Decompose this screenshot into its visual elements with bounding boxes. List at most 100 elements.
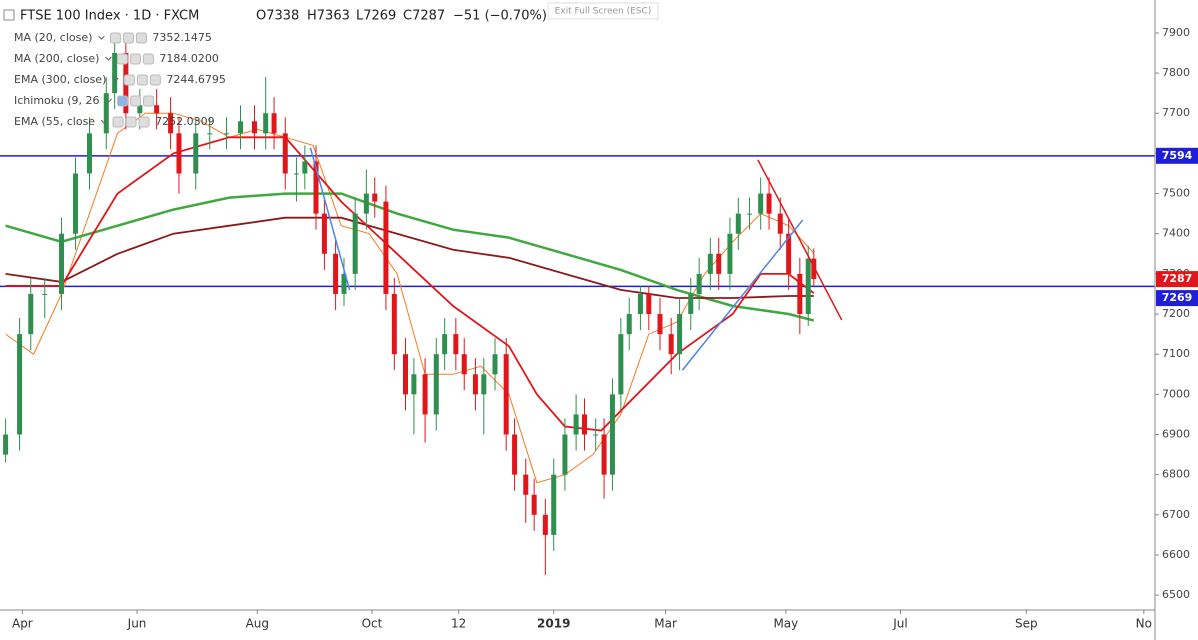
change: −51 (−0.70%) — [453, 9, 547, 24]
legend-icon[interactable] — [116, 53, 128, 65]
candle-body — [626, 314, 632, 335]
candle-body — [302, 161, 308, 174]
legend-icon[interactable] — [136, 74, 148, 86]
x-tick-label: May — [773, 617, 798, 631]
candle-body — [601, 434, 607, 475]
legend-name: MA (20, close) — [14, 31, 92, 44]
legend-icon[interactable] — [129, 53, 141, 65]
x-tick-label: Sep — [1015, 617, 1038, 631]
trend-line — [309, 147, 351, 291]
candle-body — [581, 414, 587, 435]
ohlc-low: L7269 — [356, 9, 396, 24]
candle-body — [207, 133, 213, 135]
candle-body — [137, 105, 143, 114]
candle-body — [391, 293, 397, 355]
legend-icon[interactable] — [142, 53, 154, 65]
trend-line — [681, 219, 804, 371]
candle-body — [28, 293, 34, 335]
y-tick-label: 7200 — [1162, 307, 1190, 320]
price-box — [1156, 147, 1198, 164]
candle-body — [363, 193, 369, 214]
candle-body — [42, 293, 48, 295]
candle-body — [383, 201, 389, 294]
ohlc-high: H7363 — [307, 9, 350, 24]
candle-body — [512, 434, 518, 475]
y-tick-label: 7000 — [1162, 387, 1190, 400]
legend-value: 7352.1475 — [152, 31, 212, 44]
legend-icon[interactable] — [149, 74, 161, 86]
y-tick-label: 6900 — [1162, 428, 1190, 441]
candle-body — [551, 474, 557, 535]
candle-body — [433, 354, 439, 415]
candle-body — [112, 53, 118, 94]
candle-body — [805, 258, 811, 315]
legend-icon[interactable] — [109, 32, 121, 44]
candle-body — [176, 133, 182, 174]
y-tick-label: 7400 — [1162, 227, 1190, 240]
candle-body — [193, 133, 199, 174]
y-tick-label: 7800 — [1162, 66, 1190, 79]
y-tick-label: 6600 — [1162, 548, 1190, 561]
legend-icon[interactable] — [143, 95, 155, 107]
candle-body — [758, 193, 764, 214]
candle-body — [562, 434, 568, 475]
candle-body — [593, 434, 599, 436]
exit-button[interactable] — [547, 2, 659, 20]
candle-body — [251, 121, 257, 134]
legend-name: Ichimoku (9, 26 — [14, 94, 100, 107]
candle-body — [531, 494, 537, 515]
candle-body — [313, 161, 319, 214]
legend-icon[interactable] — [135, 32, 147, 44]
exit-label[interactable]: Exit Full Screen (ESC) — [555, 7, 652, 17]
candle-body — [341, 273, 347, 294]
legend-caret — [112, 77, 119, 82]
symbol: FTSE 100 Index · 1D · FXCM — [20, 9, 199, 24]
legend-icon[interactable] — [122, 32, 134, 44]
legend-icon[interactable] — [123, 74, 135, 86]
candle-body — [746, 213, 752, 215]
candle-body — [271, 113, 277, 134]
candle-body — [168, 113, 174, 134]
legend-caret — [100, 119, 108, 124]
ohlc-close: C7287 — [403, 9, 445, 24]
candle-body — [263, 113, 269, 134]
candle-body — [422, 374, 428, 415]
y-tick-label: 7900 — [1162, 26, 1190, 39]
candle-body — [472, 374, 478, 395]
candle-body — [646, 293, 652, 315]
legend-icon[interactable] — [125, 116, 137, 128]
candle-body — [224, 133, 230, 135]
y-tick-label: 6700 — [1162, 508, 1190, 521]
plot-area — [0, 32, 1155, 576]
candle-body — [481, 374, 487, 395]
legend-caret — [105, 56, 112, 61]
y-tick-label: 6800 — [1162, 468, 1190, 481]
legend-icon[interactable] — [112, 116, 124, 128]
legend-icon[interactable] — [117, 95, 129, 107]
legend-icon[interactable] — [130, 95, 142, 107]
candle-body — [797, 273, 803, 315]
candle-body — [492, 354, 498, 375]
candle-body — [668, 334, 674, 355]
candle-body — [786, 233, 792, 274]
indicator-line — [5, 216, 814, 299]
candle-body — [677, 314, 683, 355]
candle-body — [293, 173, 299, 175]
x-tick-label: Aug — [246, 617, 269, 631]
candle-body — [86, 133, 92, 174]
price-box-label: 7269 — [1162, 291, 1193, 304]
candle-body — [73, 173, 79, 234]
candle-body — [442, 334, 448, 355]
collapse-icon[interactable] — [3, 9, 15, 21]
legend-icon[interactable] — [138, 116, 150, 128]
candle-body — [688, 293, 694, 315]
candle-body — [716, 253, 722, 274]
legend-value: 7184.0200 — [159, 52, 219, 65]
candle-body — [59, 233, 65, 294]
candle-body — [735, 213, 741, 234]
legend-name: MA (200, close) — [14, 52, 99, 65]
candle-body — [609, 394, 615, 475]
candle-body — [766, 193, 772, 214]
